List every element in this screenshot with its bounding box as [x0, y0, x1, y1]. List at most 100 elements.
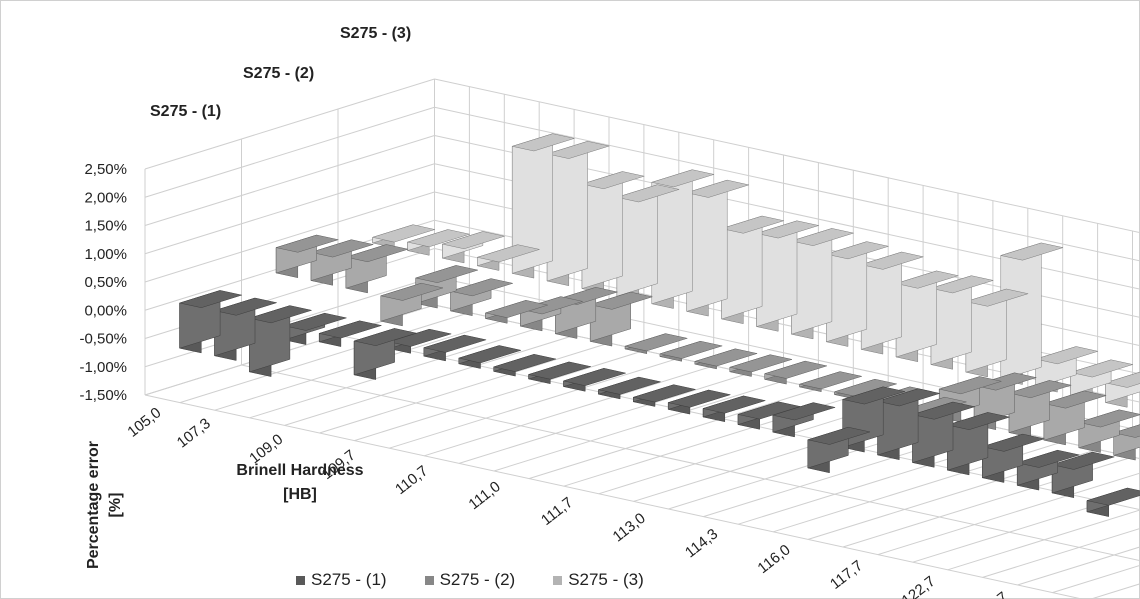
series-axis-label: S275 - (1): [150, 103, 221, 120]
gridline-floor-cat-6: [354, 350, 645, 442]
bar-s1-c19: [806, 426, 871, 474]
legend-label-3: S275 - (3): [568, 570, 644, 589]
bar-s1-c22: [911, 401, 976, 468]
bar-face-side: [546, 140, 588, 282]
bar-face-top: [693, 348, 759, 367]
bar-face-top: [310, 239, 375, 258]
gridline-floor-cat-25: [1017, 546, 1140, 586]
gridline-floor-cat-27: [1089, 583, 1140, 599]
bar-s1-c13: [597, 376, 662, 400]
bar-face-top: [581, 171, 646, 190]
gridline-side-0: [144, 78, 435, 170]
bar-face-top: [964, 288, 1030, 307]
bar-face-top: [841, 386, 906, 405]
bar-face-top: [720, 215, 785, 234]
gridline-floor-cat-1: [179, 312, 470, 404]
bar-face-top: [248, 305, 313, 324]
y-tick-label: 1,50%: [84, 218, 127, 235]
bar-s2-c6: [449, 278, 514, 317]
bar-face-top: [1051, 451, 1116, 470]
bar-s1-c17: [737, 401, 802, 430]
bar-face-top: [1077, 409, 1140, 428]
bar-s1-c18: [771, 402, 837, 438]
category-label: 107,3: [174, 415, 214, 452]
bar-face-top: [1034, 346, 1099, 365]
bar-face-side: [686, 179, 728, 312]
bar-s1-c5: [318, 320, 383, 347]
bar-s3-c21: [1069, 359, 1134, 401]
bar-face-top: [702, 395, 767, 414]
bar-s2-c14: [728, 354, 793, 377]
bar-face-top: [737, 401, 802, 420]
bar-s3-c18: [964, 288, 1030, 378]
bar-face-top: [930, 275, 995, 294]
bar-face-top: [441, 231, 506, 250]
bar-face-top: [755, 220, 820, 239]
legend: S275 - (1) S275 - (2) S275 - (3): [296, 570, 644, 590]
category-label: 122,7: [899, 573, 939, 599]
bar-face-top: [457, 345, 522, 364]
y-tick-label: -1,00%: [79, 359, 127, 376]
bar-face-top: [589, 291, 654, 310]
category-label: 111,7: [538, 494, 576, 529]
bar-s3-c2: [406, 229, 471, 256]
bar-face-side: [1000, 242, 1042, 381]
gridline-floor-cat-5: [319, 342, 610, 434]
bar-face-top: [318, 320, 383, 339]
gridline-back-2: [434, 135, 1140, 290]
bar-face-top: [667, 389, 732, 408]
gridline-floor-cat-3: [249, 327, 540, 419]
gridline-floor-cat-21: [877, 472, 1140, 556]
gridline-side-2: [144, 135, 435, 226]
bar-face-top: [371, 224, 436, 243]
category-label: 111,0: [465, 478, 503, 513]
x-axis-title: [HB]: [283, 486, 317, 503]
bar-s2-c1: [275, 234, 340, 279]
bar-face-top: [414, 265, 479, 283]
bar-face-top: [833, 378, 898, 397]
bar-face-top: [527, 361, 592, 380]
gridline-floor-cat-26: [1052, 564, 1140, 594]
bar-s2-c3: [344, 244, 410, 294]
bar-s3-c19: [999, 242, 1064, 385]
bar-face-top: [546, 141, 611, 159]
gridline-floor-cat-22: [912, 491, 1140, 563]
gridline-floor-series-0: [144, 394, 1085, 599]
y-tick-label: -1,50%: [79, 387, 127, 404]
bar-face-top: [728, 354, 793, 373]
category-label: 113,0: [610, 510, 649, 546]
bar-s2-c4: [379, 282, 444, 327]
bar-face-top: [685, 179, 750, 198]
bar-face-top: [763, 360, 828, 379]
bar-face-top: [632, 384, 697, 403]
bar-face-top: [511, 133, 576, 152]
y-tick-label: 0,50%: [84, 274, 127, 291]
y-tick-label: 2,00%: [84, 189, 127, 206]
legend-item-series-3: S275 - (3): [553, 570, 644, 590]
bar-face-top: [1008, 380, 1073, 399]
gridline-back-1: [434, 106, 1140, 262]
bar-face-top: [973, 372, 1038, 391]
bar-face-top: [798, 371, 863, 390]
bar-face-top: [406, 229, 471, 248]
bar-s2-c10: [589, 291, 654, 347]
bar-face-top: [624, 333, 689, 352]
bar-s2-c7: [484, 299, 549, 324]
bar-face-top: [275, 234, 340, 253]
bar-s1-c1: [178, 290, 243, 354]
bar-face-top: [650, 169, 715, 188]
bar-face-top: [981, 433, 1046, 452]
category-label: 117,7: [827, 557, 866, 593]
bar-face-top: [999, 242, 1064, 261]
bar-s2-c13: [693, 348, 759, 370]
category-label: 114,3: [682, 526, 721, 562]
bar-face-top: [283, 312, 348, 331]
gridline-floor-cat-7: [389, 357, 679, 449]
bar-face-top: [562, 368, 627, 386]
bar-face-top: [519, 296, 584, 315]
x-axis-title: Brinell Hardness: [236, 462, 363, 479]
bar-face-top: [1042, 390, 1108, 409]
gridline-floor-cat-9: [458, 372, 749, 464]
legend-swatch-2: [424, 575, 434, 585]
